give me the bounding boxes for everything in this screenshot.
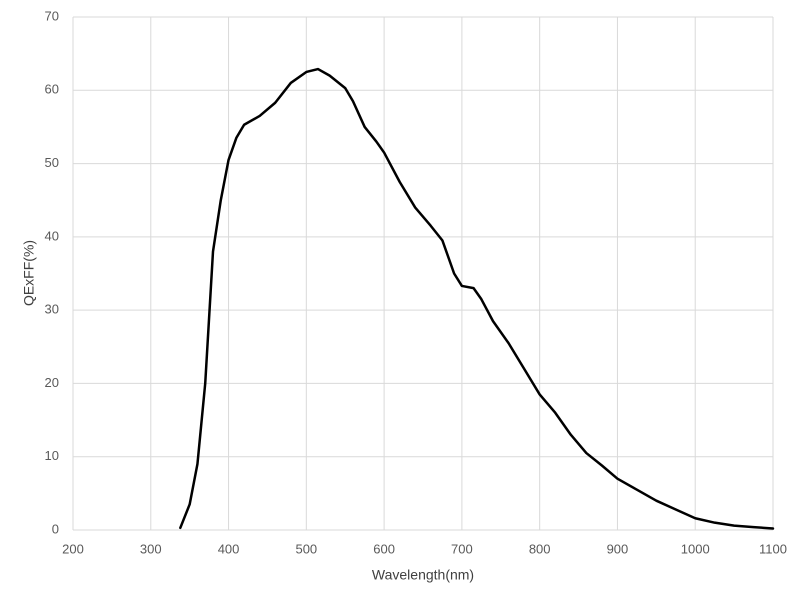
x-tick-label: 600 — [373, 541, 395, 556]
y-tick-label: 70 — [45, 8, 59, 23]
x-tick-label: 400 — [218, 541, 240, 556]
x-axis-title: Wavelength(nm) — [372, 567, 474, 583]
x-tick-label: 1000 — [681, 541, 710, 556]
x-tick-label: 1100 — [759, 541, 787, 556]
y-axis-title: QExFF(%) — [21, 240, 37, 306]
y-tick-label: 0 — [52, 521, 59, 536]
y-tick-label: 30 — [45, 302, 59, 317]
x-tick-label: 800 — [529, 541, 551, 556]
x-tick-label: 700 — [451, 541, 473, 556]
x-tick-label: 200 — [62, 541, 84, 556]
x-tick-label: 300 — [140, 541, 162, 556]
y-tick-label: 10 — [45, 448, 59, 463]
data-line — [179, 67, 775, 530]
y-tick-label: 60 — [45, 82, 59, 97]
x-tick-label: 500 — [295, 541, 317, 556]
y-tick-label: 40 — [45, 228, 59, 243]
y-tick-label: 20 — [45, 375, 59, 390]
y-tick-label: 50 — [45, 155, 59, 170]
x-tick-label: 900 — [607, 541, 629, 556]
